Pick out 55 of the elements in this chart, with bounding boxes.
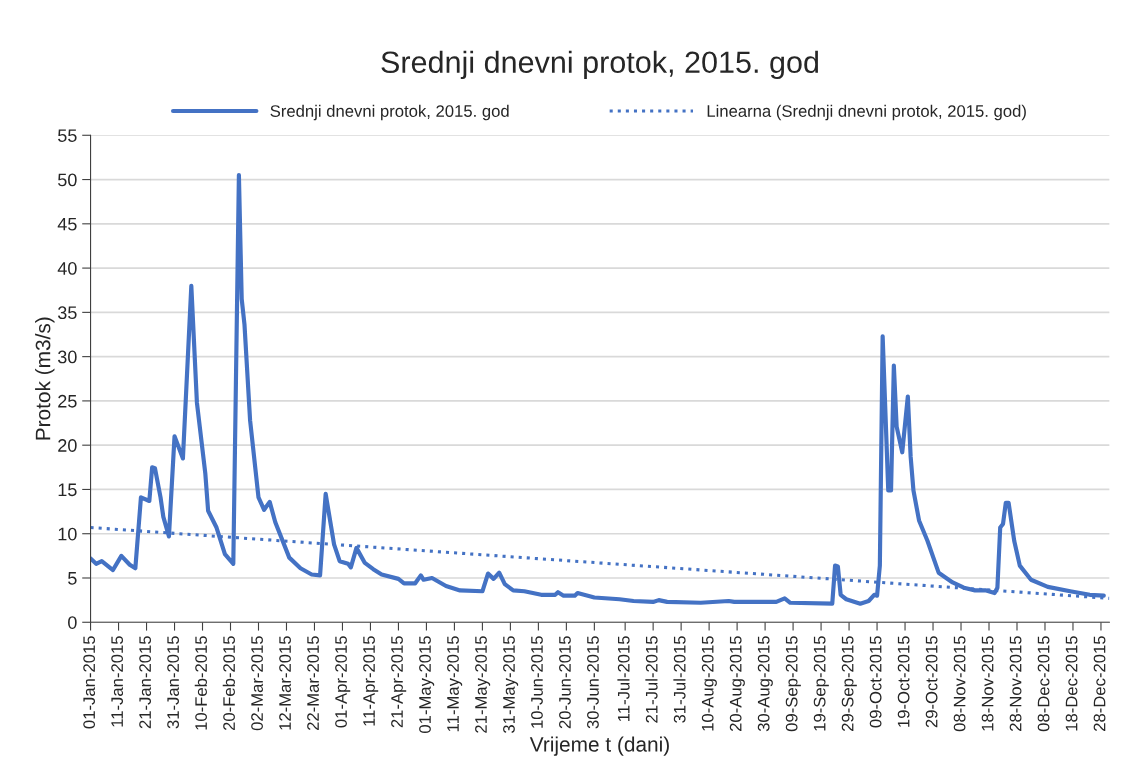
x-tick-label: 28-Nov-2015	[1009, 636, 1022, 731]
x-tick-label: 12-Mar-2015	[279, 636, 291, 730]
y-tick-label: 0	[68, 616, 77, 629]
x-tick-label: 19-Oct-2015	[897, 636, 910, 727]
x-tick-label: 10-Aug-2015	[701, 636, 717, 731]
x-tick-label: 19-Sep-2015	[813, 636, 829, 731]
x-tick-label: 21-May-2015	[475, 636, 491, 733]
x-tick-label: 11-Jan-2015	[111, 636, 124, 727]
x-tick-label: 11-Jul-2015	[617, 636, 630, 721]
x-tick-label: 31-May-2015	[503, 636, 519, 734]
legend-label: Srednji dnevni protok, 2015. god	[270, 104, 509, 121]
y-tick-label: 40	[57, 262, 77, 275]
x-tick-label: 20-Jun-2015	[559, 636, 571, 729]
x-tick-label: 20-Feb-2015	[222, 636, 235, 731]
x-tick-label: 31-Jul-2015	[673, 636, 686, 723]
x-tick-label: 01-Jan-2015	[83, 636, 96, 729]
x-tick-label: 10-Jun-2015	[531, 636, 543, 728]
x-tick-label: 20-Aug-2015	[729, 636, 745, 731]
y-tick-label: 15	[58, 483, 77, 497]
x-tick-label: 10-Feb-2015	[194, 636, 207, 730]
y-tick-label: 30	[57, 350, 77, 364]
legend-label: Linearna (Srednji dnevni protok, 2015. god)	[707, 104, 1026, 121]
x-tick-label: 30-Aug-2015	[757, 636, 773, 732]
y-tick-label: 50	[58, 173, 77, 187]
x-tick-label: 21-Jul-2015	[645, 636, 658, 723]
x-tick-label: 29-Sep-2015	[841, 636, 857, 731]
x-tick-label: 28-Dec-2015	[1093, 636, 1106, 731]
x-tick-label: 29-Oct-2015	[925, 636, 938, 728]
y-axis-title: Protok (m3/s)	[35, 317, 55, 440]
x-tick-label: 21-Jan-2015	[139, 636, 152, 729]
x-tick-label: 09-Sep-2015	[785, 636, 801, 732]
x-tick-label: 02-Mar-2015	[251, 636, 263, 731]
x-tick-label: 01-May-2015	[419, 636, 435, 733]
x-tick-label: 08-Dec-2015	[1037, 636, 1050, 732]
x-tick-label: 09-Oct-2015	[869, 636, 882, 728]
x-tick-label: 11-Apr-2015	[363, 636, 379, 726]
x-tick-label: 18-Dec-2015	[1065, 636, 1078, 731]
line-series	[90, 173, 1106, 606]
chart-title: Srednji dnevni protok, 2015. god	[381, 50, 818, 80]
y-tick-label: 5	[68, 572, 77, 585]
y-tick-label: 20	[58, 439, 77, 452]
y-tick-label: 25	[58, 394, 77, 408]
x-tick-label: 22-Mar-2015	[307, 636, 319, 731]
x-tick-label: 31-Jan-2015	[167, 636, 179, 729]
x-tick-label: 08-Nov-2015	[953, 636, 966, 732]
x-tick-label: 11-May-2015	[447, 636, 463, 732]
x-tick-label: 21-Apr-2015	[391, 636, 407, 728]
y-tick-label: 35	[57, 306, 77, 320]
x-tick-label: 18-Nov-2015	[981, 636, 994, 731]
x-tick-label: 30-Jun-2015	[587, 636, 599, 729]
y-tick-label: 45	[57, 217, 77, 231]
x-tick-label: 01-Apr-2015	[335, 636, 351, 728]
y-tick-label: 10	[58, 527, 77, 541]
x-axis-title: Vrijeme t (dani)	[529, 736, 669, 756]
y-tick-label: 55	[58, 129, 77, 142]
